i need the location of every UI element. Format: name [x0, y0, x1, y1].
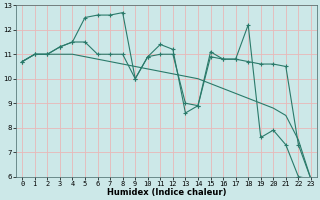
X-axis label: Humidex (Indice chaleur): Humidex (Indice chaleur): [107, 188, 226, 197]
